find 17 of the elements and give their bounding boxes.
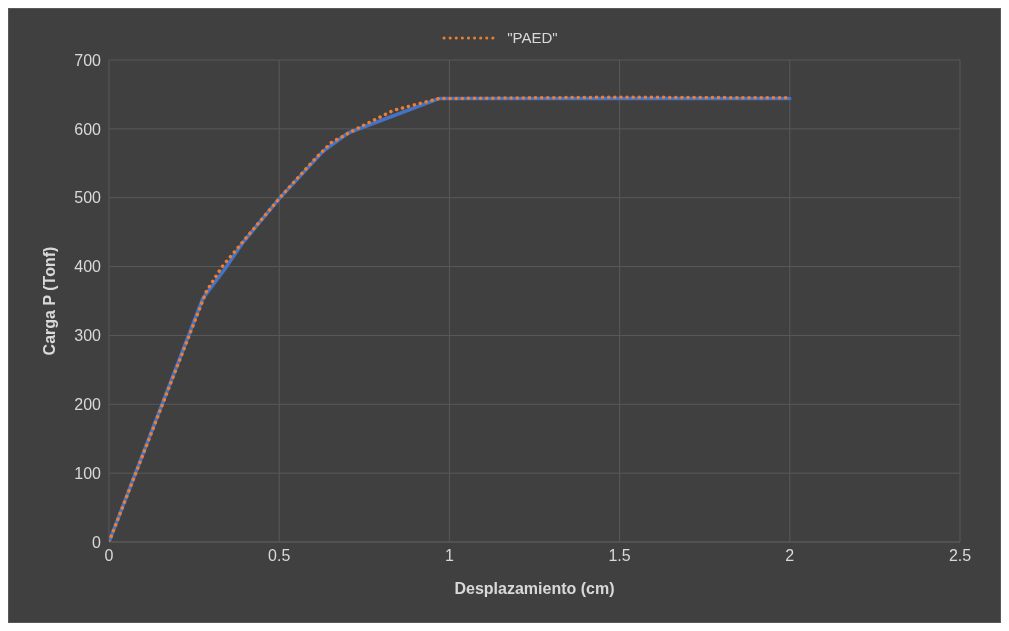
x-tick-label: 0.5 (268, 547, 291, 565)
y-tick-label: 300 (74, 327, 102, 345)
x-tick-label: 2.5 (948, 547, 972, 565)
y-tick-label: 600 (74, 120, 102, 138)
y-tick-label: 400 (74, 258, 102, 276)
x-tick-label: 2 (785, 547, 795, 565)
x-tick-label: 1.5 (608, 547, 631, 565)
x-axis-title: Desplazamiento (cm) (454, 580, 615, 597)
y-tick-label: 200 (74, 395, 102, 413)
y-tick-label: 100 (74, 464, 102, 482)
x-tick-label: 0 (104, 547, 114, 565)
y-axis-title: Carga P (Tonf) (40, 246, 58, 356)
x-tick-label: 1 (444, 547, 454, 565)
y-tick-label: 700 (74, 51, 102, 69)
y-tick-label: 500 (74, 189, 102, 207)
y-tick-label: 0 (92, 533, 102, 551)
legend-label: "PAED" (507, 29, 558, 46)
